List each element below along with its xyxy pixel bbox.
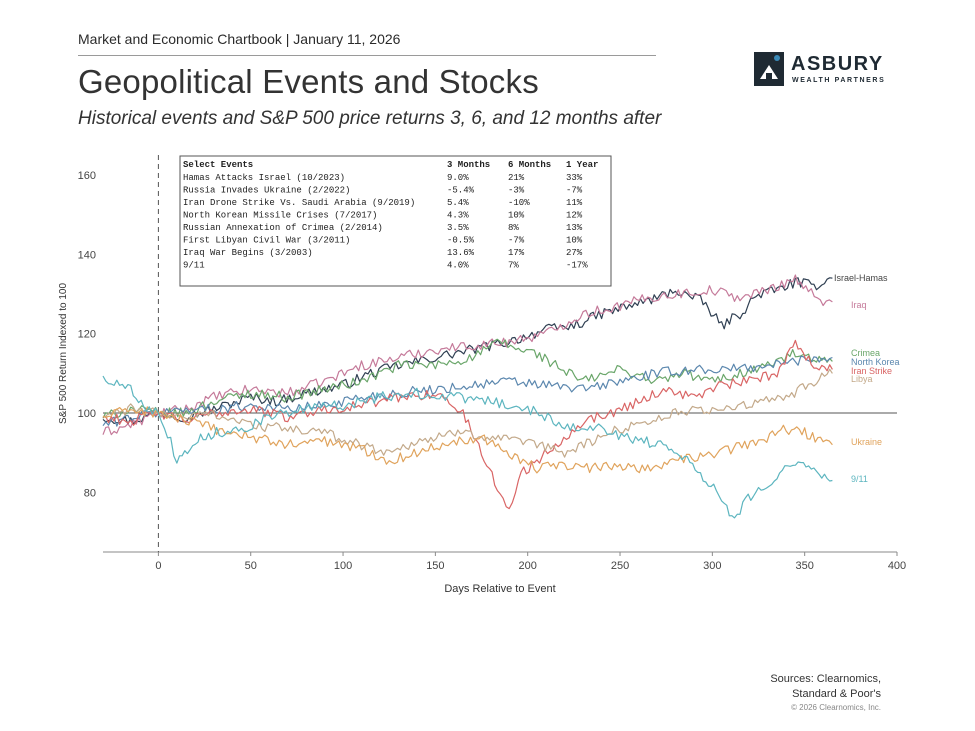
page-subtitle: Historical events and S&P 500 price retu… bbox=[78, 108, 662, 129]
table-cell: 21% bbox=[508, 173, 525, 183]
table-cell: 4.0% bbox=[447, 261, 469, 271]
table-cell: 7% bbox=[508, 261, 519, 271]
x-tick-label: 200 bbox=[519, 560, 537, 572]
table-cell: 33% bbox=[566, 173, 583, 183]
x-tick-label: 150 bbox=[426, 560, 444, 572]
table-cell: 13% bbox=[566, 223, 583, 233]
y-tick-label: 120 bbox=[78, 329, 96, 341]
series-label: Iraq bbox=[851, 300, 867, 310]
series-line-israel-hamas bbox=[102, 277, 833, 425]
table-cell: Hamas Attacks Israel (10/2023) bbox=[183, 173, 345, 183]
x-tick-label: 50 bbox=[245, 560, 257, 572]
table-cell: 9/11 bbox=[183, 261, 205, 271]
table-cell: 13.6% bbox=[447, 248, 475, 258]
x-tick-label: 400 bbox=[888, 560, 906, 572]
table-cell: 10% bbox=[508, 211, 525, 221]
y-axis-title: S&P 500 Return Indexed to 100 bbox=[58, 283, 69, 424]
chart-series bbox=[102, 274, 833, 519]
copyright-note: © 2026 Clearnomics, Inc. bbox=[791, 703, 881, 712]
table-cell: 4.3% bbox=[447, 211, 469, 221]
sources-line-1: Sources: Clearnomics, bbox=[770, 673, 881, 685]
table-cell: 27% bbox=[566, 248, 583, 258]
x-axis-title: Days Relative to Event bbox=[444, 583, 555, 595]
events-table: Select Events 3 Months 6 Months 1 Year Hamas… bbox=[179, 155, 612, 287]
series-line-ukraine bbox=[102, 406, 833, 474]
series-label: Iran Strike bbox=[851, 366, 892, 376]
table-cell: 5.4% bbox=[447, 198, 469, 208]
table-cell: -5.4% bbox=[447, 186, 475, 196]
table-cell: -7% bbox=[566, 186, 583, 196]
table-cell: Iraq War Begins (3/2003) bbox=[183, 248, 313, 258]
y-tick-label: 160 bbox=[78, 170, 96, 182]
sources-note: Sources: Clearnomics, Standard & Poor's bbox=[770, 672, 881, 702]
series-label: Crimea bbox=[851, 348, 880, 358]
table-header-cell: 1 Year bbox=[566, 160, 598, 170]
header-divider bbox=[78, 55, 656, 56]
sources-line-2: Standard & Poor's bbox=[792, 688, 881, 700]
table-cell: -0.5% bbox=[447, 236, 475, 246]
table-cell: Russia Invades Ukraine (2/2022) bbox=[183, 186, 350, 196]
x-tick-label: 250 bbox=[611, 560, 629, 572]
table-cell: -17% bbox=[566, 261, 588, 271]
table-cell: First Libyan Civil War (3/2011) bbox=[183, 236, 350, 246]
table-cell: -7% bbox=[508, 236, 525, 246]
series-label: 9/11 bbox=[851, 474, 868, 484]
asbury-logo: ASBURY WEALTH PARTNERS bbox=[754, 52, 889, 88]
table-cell: Iran Drone Strike Vs. Saudi Arabia (9/20… bbox=[183, 198, 415, 208]
series-line-north-korea bbox=[102, 355, 833, 427]
events-table-box bbox=[179, 155, 612, 287]
series-line-libya bbox=[102, 368, 833, 458]
table-header-cell: Select Events bbox=[183, 160, 253, 170]
table-cell: 11% bbox=[566, 198, 583, 208]
table-cell: -3% bbox=[508, 186, 525, 196]
table-cell: 10% bbox=[566, 236, 583, 246]
logo-mountain-icon bbox=[754, 52, 784, 86]
chart-axes: 0 50 100 150 200 250 300 350 400 80 100 120 140 160 Da… bbox=[58, 155, 906, 595]
series-label: Libya bbox=[851, 374, 873, 384]
table-cell: North Korean Missile Crises (7/2017) bbox=[183, 211, 377, 221]
series-line-iraq bbox=[102, 274, 833, 436]
y-tick-label: 100 bbox=[78, 408, 96, 420]
table-cell: 8% bbox=[508, 223, 519, 233]
table-header-cell: 3 Months bbox=[447, 160, 490, 170]
x-tick-label: 100 bbox=[334, 560, 352, 572]
page-title: Geopolitical Events and Stocks bbox=[78, 63, 539, 100]
logo-tagline: WEALTH PARTNERS bbox=[792, 77, 886, 84]
series-line-iran-strike bbox=[102, 339, 833, 510]
table-cell: 9.0% bbox=[447, 173, 469, 183]
table-cell: 3.5% bbox=[447, 223, 469, 233]
table-cell: 12% bbox=[566, 211, 583, 221]
chartbook-header: Market and Economic Chartbook | January … bbox=[78, 31, 401, 47]
series-line-crimea bbox=[102, 338, 833, 419]
x-tick-label: 0 bbox=[155, 560, 161, 572]
series-label: Ukraine bbox=[851, 437, 882, 447]
x-tick-label: 350 bbox=[795, 560, 813, 572]
table-cell: 17% bbox=[508, 248, 525, 258]
table-cell: Russian Annexation of Crimea (2/2014) bbox=[183, 223, 383, 233]
table-cell: -10% bbox=[508, 198, 530, 208]
series-line-9-11 bbox=[102, 375, 833, 519]
logo-name: ASBURY bbox=[791, 53, 884, 75]
x-tick-label: 300 bbox=[703, 560, 721, 572]
series-label: Israel-Hamas bbox=[834, 273, 888, 283]
y-tick-label: 80 bbox=[84, 487, 96, 499]
series-label: North Korea bbox=[851, 357, 900, 367]
table-header-cell: 6 Months bbox=[508, 160, 551, 170]
y-tick-label: 140 bbox=[78, 249, 96, 261]
